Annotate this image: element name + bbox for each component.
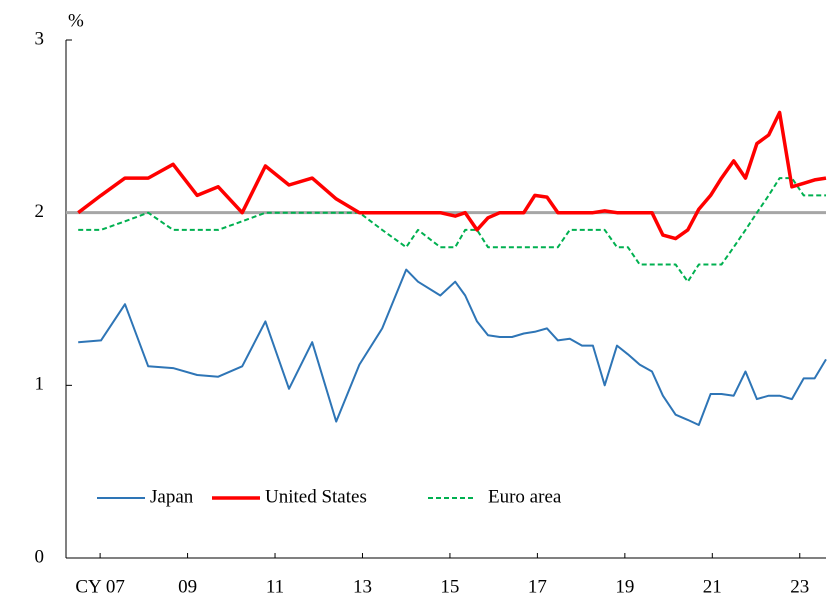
x-tick-label: 09 (178, 576, 197, 597)
x-tick-label: 19 (615, 576, 634, 597)
y-tick-label: 3 (35, 28, 45, 49)
y-unit-label: % (68, 10, 84, 31)
legend-label: Euro area (488, 486, 562, 507)
legend-label: United States (265, 486, 367, 507)
line-series (78, 177, 826, 283)
x-tick-label: 15 (440, 576, 459, 597)
x-tick-label: 21 (703, 576, 722, 597)
y-tick-label: 0 (35, 546, 45, 567)
line-series (78, 268, 827, 426)
line-series (77, 110, 827, 241)
x-tick-label: CY 07 (75, 576, 124, 597)
x-tick-label: 11 (266, 576, 284, 597)
x-tick-label: 23 (790, 576, 809, 597)
y-tick-label: 1 (35, 374, 45, 395)
legend-label: Japan (150, 486, 194, 507)
x-tick-label: 13 (353, 576, 372, 597)
y-tick-label: 2 (35, 201, 45, 222)
x-tick-label: 17 (528, 576, 547, 597)
